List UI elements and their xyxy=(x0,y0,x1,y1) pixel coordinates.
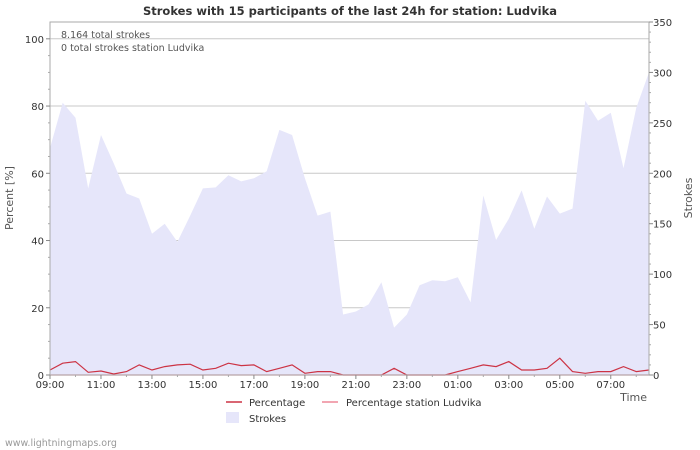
x-tick-label-05:00: 05:00 xyxy=(545,380,574,391)
y-left-tick-label-60: 60 xyxy=(31,169,44,180)
watermark: www.lightningmaps.org xyxy=(5,438,117,449)
y-axis-right: 0 50 100 150 200 250 300 350 xyxy=(649,18,672,382)
y-left-tick-label-20: 20 xyxy=(31,304,44,315)
y-right-tick-label-100: 100 xyxy=(653,270,672,281)
annotation-total-strokes: 8.164 total strokes xyxy=(61,30,150,41)
y-left-tick-label-80: 80 xyxy=(31,102,44,113)
y-left-tick-label-100: 100 xyxy=(25,35,44,46)
legend-label-percentage-station: Percentage station Ludvika xyxy=(346,398,482,409)
x-tick-label-11:00: 11:00 xyxy=(87,380,116,391)
x-tick-label-03:00: 03:00 xyxy=(494,380,523,391)
strokes-area-layer xyxy=(50,72,649,376)
y-right-tick-label-350: 350 xyxy=(653,18,672,29)
plot-frame xyxy=(49,21,650,376)
legend-label-percentage: Percentage xyxy=(249,398,305,409)
y-right-tick-label-300: 300 xyxy=(653,68,672,79)
y-left-tick-label-0: 0 xyxy=(38,371,44,382)
x-tick-label-19:00: 19:00 xyxy=(290,380,319,391)
annotation-station-strokes: 0 total strokes station Ludvika xyxy=(61,43,204,54)
y-right-tick-label-200: 200 xyxy=(653,169,672,180)
x-tick-label-01:00: 01:00 xyxy=(443,380,472,391)
x-axis: 09:00 11:00 13:00 15:00 17:00 19:00 21:00 23:00… xyxy=(36,375,637,391)
strokes-area xyxy=(50,72,649,376)
x-tick-label-07:00: 07:00 xyxy=(596,380,625,391)
x-tick-label-17:00: 17:00 xyxy=(240,380,269,391)
y-axis-right-label: Strokes xyxy=(682,177,695,218)
legend-label-strokes: Strokes xyxy=(249,414,286,425)
legend-swatch-strokes xyxy=(226,412,239,423)
x-tick-label-09:00: 09:00 xyxy=(36,380,65,391)
x-tick-label-15:00: 15:00 xyxy=(189,380,218,391)
y-axis-left-label: Percent [%] xyxy=(3,166,16,230)
y-axis-left: 0 20 40 60 80 100 xyxy=(25,35,50,382)
chart-title: Strokes with 15 participants of the last… xyxy=(143,4,557,18)
y-right-tick-label-250: 250 xyxy=(653,119,672,130)
x-tick-label-23:00: 23:00 xyxy=(392,380,421,391)
y-right-tick-label-150: 150 xyxy=(653,220,672,231)
y-left-tick-label-40: 40 xyxy=(31,237,44,248)
x-tick-label-13:00: 13:00 xyxy=(138,380,167,391)
x-tick-label-21:00: 21:00 xyxy=(341,380,370,391)
legend: Percentage Percentage station Ludvika St… xyxy=(226,398,482,425)
y-right-tick-label-0: 0 xyxy=(653,371,659,382)
y-right-tick-label-50: 50 xyxy=(653,321,666,332)
x-axis-label: Time xyxy=(619,391,647,404)
